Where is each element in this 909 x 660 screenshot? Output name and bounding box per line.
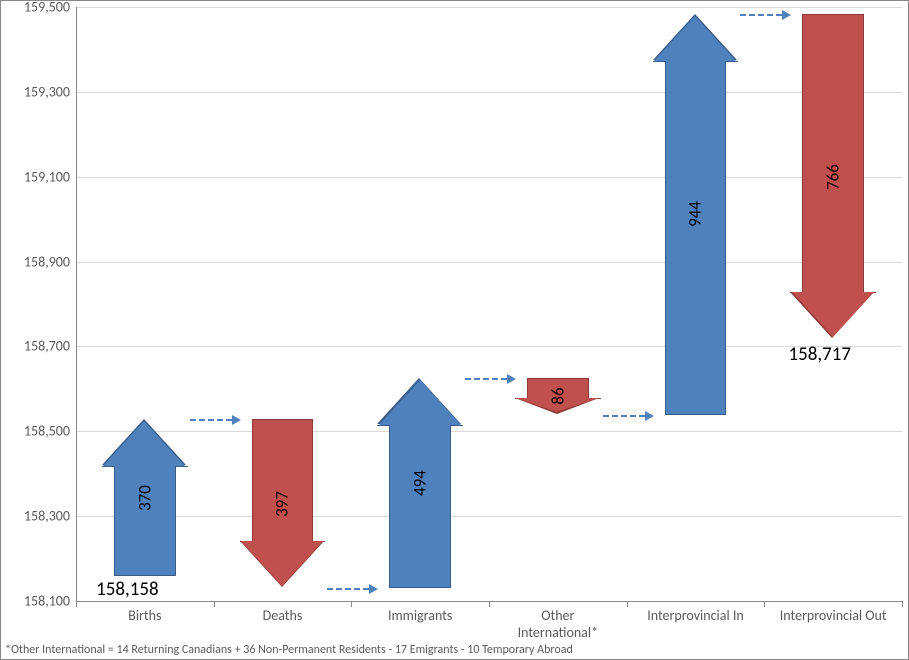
gridline (76, 431, 902, 432)
x-tick-label: Interprovincial In (647, 601, 743, 624)
x-tick-mark (902, 601, 903, 607)
bar-interprov-in: 944 (653, 14, 738, 415)
bar-immigrants: 494 (377, 378, 462, 588)
connector (740, 14, 782, 16)
gridline (76, 92, 902, 93)
bar-label-deaths: 397 (272, 491, 293, 517)
x-tick-mark (489, 601, 490, 607)
end-anchor-label: 158,717 (788, 343, 851, 366)
y-axis (76, 7, 77, 601)
bar-label-interprov-out: 766 (823, 164, 844, 190)
bar-deaths: 397 (240, 419, 325, 587)
x-tick-mark (764, 601, 765, 607)
gridline (76, 177, 902, 178)
connector-arrowhead (232, 415, 241, 425)
y-tick-label: 158,500 (24, 423, 76, 440)
x-tick-label: Births (128, 601, 161, 624)
x-tick-label: Deaths (263, 601, 303, 624)
y-tick-label: 159,500 (24, 0, 76, 16)
gridline (76, 7, 902, 8)
x-tick-label: Interprovincial Out (780, 601, 887, 624)
x-tick-mark (214, 601, 215, 607)
connector (190, 419, 232, 421)
y-tick-label: 158,300 (24, 508, 76, 525)
connector (465, 378, 507, 380)
bar-label-other-intl: 86 (547, 388, 568, 405)
footnote-text: *Other International = 14 Returning Cana… (5, 643, 573, 657)
bar-births: 370 (102, 419, 187, 576)
bar-other-intl: 86 (515, 378, 600, 414)
x-tick-label: Immigrants (388, 601, 452, 624)
connector-arrowhead (645, 411, 654, 421)
x-tick-mark (76, 601, 77, 607)
connector-arrowhead (369, 584, 378, 594)
start-anchor-label: 158,158 (96, 578, 159, 601)
gridline (76, 262, 902, 263)
y-tick-label: 158,900 (24, 253, 76, 270)
y-tick-label: 158,700 (24, 338, 76, 355)
x-tick-label: OtherInternational* (518, 601, 599, 641)
x-tick-mark (351, 601, 352, 607)
y-tick-label: 159,100 (24, 168, 76, 185)
x-tick-mark (627, 601, 628, 607)
gridline (76, 346, 902, 347)
bar-interprov-out: 766 (790, 14, 875, 339)
connector-arrowhead (507, 374, 516, 384)
connector (327, 588, 369, 590)
y-tick-label: 158,100 (24, 593, 76, 610)
plot-area: 158,100158,300158,500158,700158,900159,1… (76, 7, 902, 601)
bar-label-interprov-in: 944 (685, 202, 706, 228)
chart-frame: 158,100 158,300 158,500 158,700 158,900 159,1… (0, 0, 909, 660)
bar-label-births: 370 (134, 485, 155, 511)
connector (603, 415, 645, 417)
connector-arrowhead (782, 10, 791, 20)
y-tick-label: 159,300 (24, 83, 76, 100)
gridline (76, 516, 902, 517)
bar-label-immigrants: 494 (410, 470, 431, 496)
